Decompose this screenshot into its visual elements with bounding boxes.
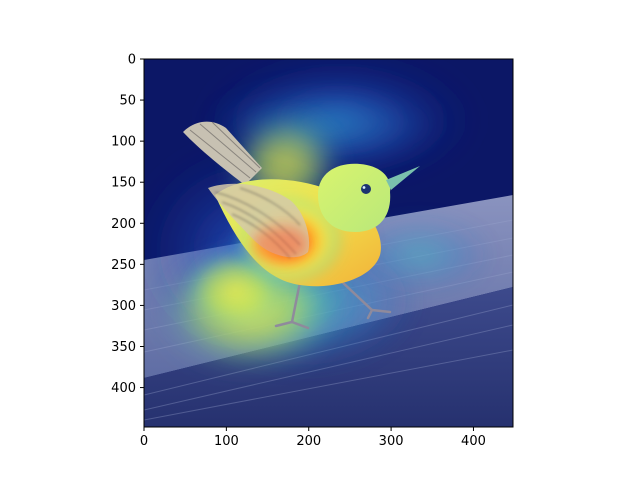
- x-tick-label: 100: [214, 434, 239, 449]
- y-tick-label: 250: [111, 258, 136, 273]
- bird-tail: [183, 121, 262, 185]
- y-tick-label: 400: [111, 381, 136, 396]
- axes-frame: [143, 58, 514, 428]
- y-tick-label: 350: [111, 340, 136, 355]
- bird-eye-highlight: [362, 186, 366, 189]
- y-axis: 0 50 100 150 200 250 300 350 400: [111, 53, 144, 396]
- y-tick-label: 150: [111, 176, 136, 191]
- y-tick-label: 200: [111, 217, 136, 232]
- x-tick-label: 0: [140, 434, 148, 449]
- y-tick-label: 0: [128, 53, 136, 68]
- bird: [183, 121, 420, 330]
- bird-legs: [274, 278, 392, 330]
- heatmap-image: [144, 59, 513, 427]
- x-tick-label: 200: [296, 434, 321, 449]
- y-tick-label: 300: [111, 299, 136, 314]
- x-tick-label: 400: [461, 434, 486, 449]
- bird-eye: [361, 184, 371, 194]
- x-tick-label: 300: [379, 434, 404, 449]
- bird-beak: [386, 166, 420, 190]
- y-tick-label: 100: [111, 135, 136, 150]
- bird-head: [318, 163, 391, 232]
- x-axis: 0 100 200 300 400: [140, 427, 486, 449]
- y-tick-label: 50: [119, 94, 136, 109]
